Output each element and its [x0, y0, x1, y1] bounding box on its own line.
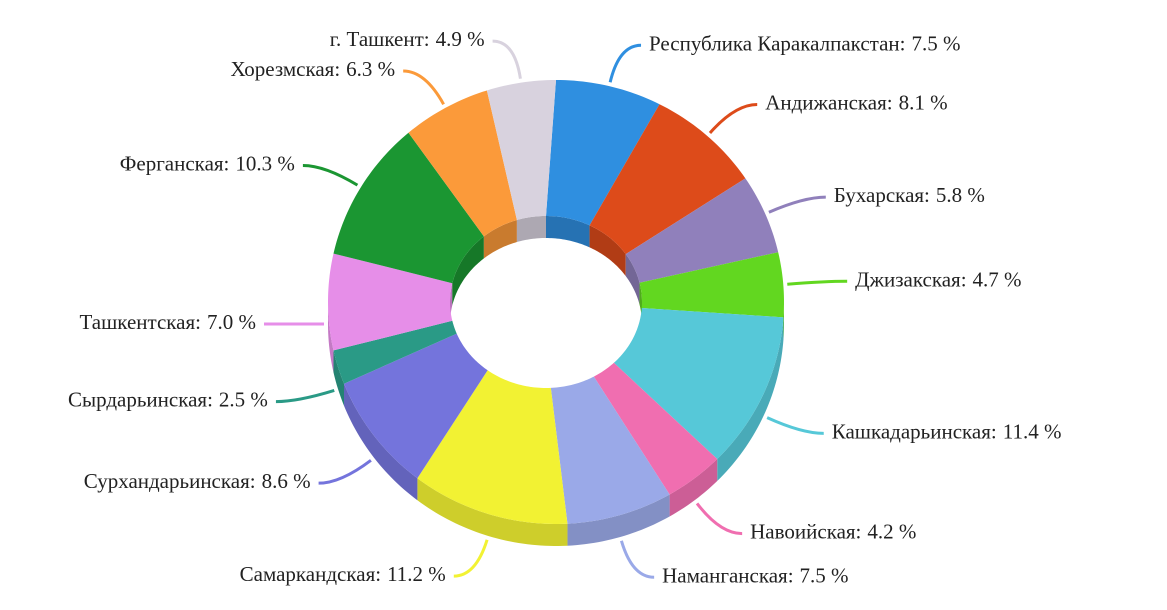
leader-line	[275, 389, 335, 404]
slice-top	[344, 333, 488, 479]
leader-line	[453, 539, 489, 578]
leader-line	[766, 416, 824, 435]
slice-top	[417, 370, 568, 524]
label-category: г. Ташкент:	[330, 27, 430, 51]
label-value: 11.4 %	[1003, 419, 1062, 443]
slice	[546, 43, 660, 248]
slice-top	[550, 376, 670, 524]
label-value: 4.2 %	[867, 519, 916, 543]
slice-top	[333, 132, 484, 284]
slice-side	[417, 478, 568, 546]
label-category: Ташкентская:	[80, 310, 202, 334]
slice-label: Сырдарьинская: 2.5 %	[68, 387, 268, 411]
label-value: 11.2 %	[387, 562, 446, 586]
slice-inner-wall	[516, 216, 546, 243]
slice-inner-wall	[589, 225, 626, 277]
slice-top	[408, 90, 517, 237]
slice-top	[625, 178, 779, 283]
slice-top	[593, 362, 718, 495]
slice-top	[333, 320, 457, 384]
slice-label: г. Ташкент: 4.9 %	[330, 27, 485, 51]
slice	[318, 333, 488, 501]
slice-side	[783, 302, 784, 340]
label-category: Хорезмская:	[230, 57, 340, 81]
label-value: 7.5 %	[912, 31, 961, 55]
label-value: 8.1 %	[899, 90, 948, 114]
leader-line	[619, 540, 655, 579]
slice-side	[669, 458, 718, 517]
leader-line	[787, 279, 848, 286]
slice-label: Кашкадарьинская: 11.4 %	[832, 419, 1062, 443]
slice-inner-wall	[625, 254, 640, 305]
leader-line	[768, 195, 826, 214]
leader-line	[318, 459, 372, 485]
slice	[625, 178, 826, 305]
slice-top	[486, 80, 556, 221]
label-value: 6.3 %	[346, 57, 395, 81]
slice-label: Джизакская: 4.7 %	[855, 267, 1021, 291]
slice-side	[344, 383, 418, 501]
leader-line	[403, 69, 445, 106]
label-category: Ферганская:	[120, 151, 230, 175]
label-category: Бухарская:	[834, 183, 930, 207]
label-category: Кашкадарьинская:	[832, 419, 997, 443]
slice-label: Бухарская: 5.8 %	[834, 183, 985, 207]
slice-side	[328, 302, 334, 373]
slice-top	[613, 307, 784, 459]
label-category: Сырдарьинская:	[68, 387, 213, 411]
slice-label: Наманганская: 7.5 %	[662, 563, 848, 587]
slice	[593, 362, 743, 536]
label-value: 10.3 %	[235, 151, 295, 175]
label-category: Наманганская:	[662, 563, 793, 587]
slice-inner-wall	[546, 216, 590, 248]
slice	[550, 376, 670, 579]
label-value: 7.0 %	[207, 310, 256, 334]
slice-top	[589, 104, 746, 255]
slice	[486, 39, 556, 243]
slice-label: Ташкентская: 7.0 %	[80, 310, 257, 334]
label-category: Самаркандская:	[240, 562, 381, 586]
slice-label: Андижанская: 8.1 %	[765, 90, 947, 114]
label-value: 4.9 %	[436, 27, 485, 51]
label-category: Сурхандарьинская:	[84, 469, 256, 493]
slice	[417, 370, 568, 578]
label-category: Джизакская:	[855, 267, 966, 291]
label-value: 4.7 %	[973, 267, 1022, 291]
slice	[302, 132, 484, 306]
leader-line	[695, 502, 743, 536]
slice-top	[639, 252, 784, 318]
leader-line	[302, 163, 359, 187]
label-value: 2.5 %	[219, 387, 268, 411]
slice-label: Хорезмская: 6.3 %	[230, 57, 395, 81]
slice-inner-wall	[452, 236, 484, 306]
slice	[275, 320, 457, 406]
slice	[613, 307, 824, 481]
slice-label: Республика Каракалпакстан: 7.5 %	[649, 31, 961, 55]
label-category: Андижанская:	[765, 90, 892, 114]
leader-line	[492, 39, 522, 79]
slice-inner-wall	[483, 220, 517, 259]
slice-label: Самаркандская: 11.2 %	[240, 562, 446, 586]
label-value: 5.8 %	[936, 183, 985, 207]
label-category: Навоийская:	[750, 519, 861, 543]
slice-top	[546, 80, 660, 226]
slice-side	[333, 350, 345, 406]
slice-label: Ферганская: 10.3 %	[120, 151, 295, 175]
slice-side	[717, 317, 784, 481]
label-category: Республика Каракалпакстан:	[649, 31, 906, 55]
slice	[589, 103, 758, 277]
slice	[403, 69, 517, 259]
slice-label: Сурхандарьинская: 8.6 %	[84, 469, 311, 493]
leader-line	[608, 43, 642, 83]
slice-side	[567, 494, 670, 546]
slice-top	[328, 253, 453, 351]
slice	[264, 253, 453, 373]
slice-label: Навоийская: 4.2 %	[750, 519, 916, 543]
label-value: 8.6 %	[262, 469, 311, 493]
label-value: 7.5 %	[800, 563, 849, 587]
leader-line	[708, 103, 758, 134]
